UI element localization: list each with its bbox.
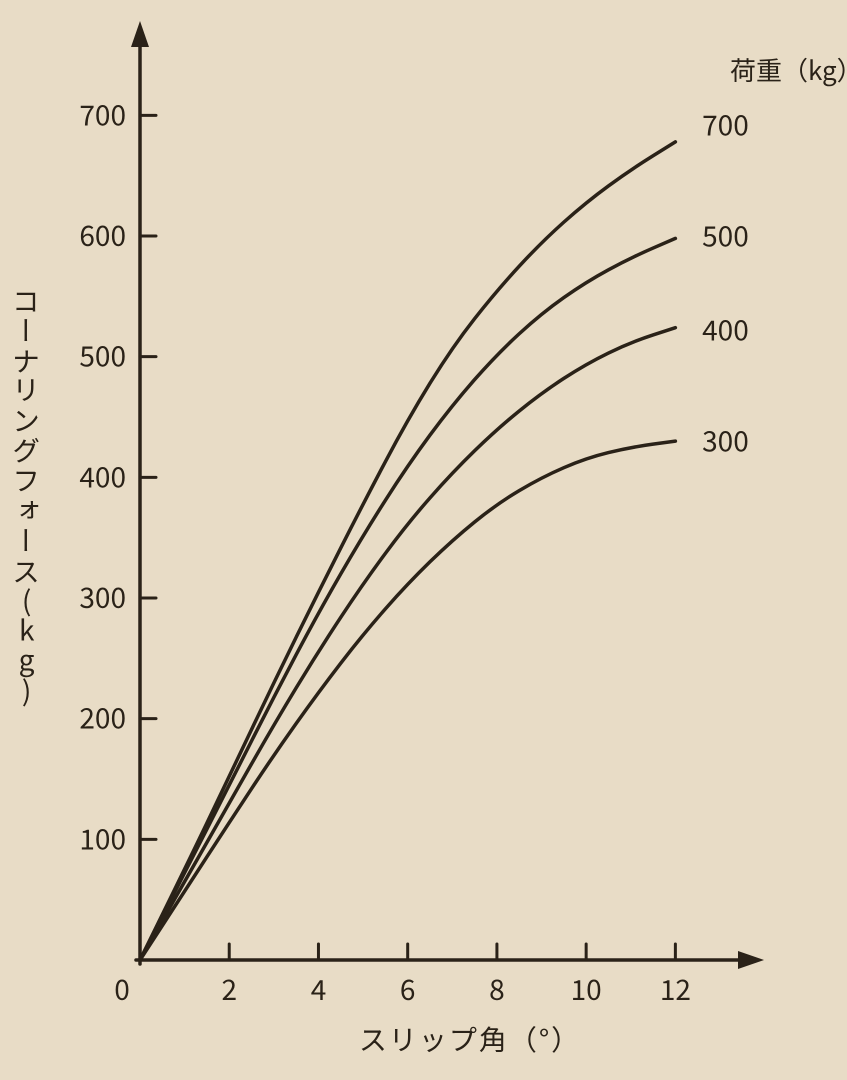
x-tick-label: 8 xyxy=(489,969,505,1009)
x-tick-label: 2 xyxy=(221,969,237,1009)
legend-title: 荷重（kg） xyxy=(730,51,847,88)
x-tick-label: 0 xyxy=(114,969,130,1009)
y-tick-label: 700 xyxy=(79,94,126,134)
series-label-300: 300 xyxy=(702,421,749,461)
y-tick-label: 300 xyxy=(79,577,126,617)
y-tick-label: 100 xyxy=(79,818,126,858)
x-tick-label: 12 xyxy=(660,969,691,1009)
y-axis-label-container: コーナリングフォース(kg) xyxy=(6,175,56,815)
series-label-700: 700 xyxy=(702,104,749,144)
chart-background xyxy=(0,0,847,1080)
y-axis-label: コーナリングフォース(kg) xyxy=(6,175,46,815)
cornering-force-chart: 0 2 4 6 8 10 12 100 200 300 400 500 600 700 700 500 400 3… xyxy=(0,0,847,1080)
x-tick-label: 10 xyxy=(571,969,602,1009)
series-label-400: 400 xyxy=(702,310,749,350)
x-axis-label: スリップ角（°） xyxy=(359,1019,581,1059)
series-label-500: 500 xyxy=(702,215,749,255)
chart-container: 0 2 4 6 8 10 12 100 200 300 400 500 600 700 700 500 400 3… xyxy=(0,0,847,1080)
x-tick-label: 4 xyxy=(311,969,327,1009)
x-tick-label: 6 xyxy=(400,969,416,1009)
y-tick-label: 600 xyxy=(79,215,126,255)
y-tick-label: 500 xyxy=(79,336,126,376)
y-tick-label: 200 xyxy=(79,698,126,738)
y-tick-label: 400 xyxy=(79,456,126,496)
